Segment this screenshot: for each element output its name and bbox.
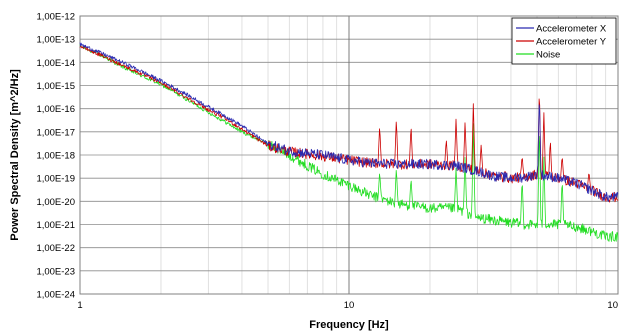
- y-tick-label: 1,00E-16: [36, 104, 75, 115]
- y-axis-tick-labels: 1,00E-12 1,00E-13 1,00E-14 1,00E-15 1,00E-16…: [36, 12, 75, 301]
- y-tick-label: 1,00E-12: [36, 12, 75, 23]
- x-tick-label: 10: [344, 300, 355, 311]
- legend: Accelerometer X Accelerometer Y Noise: [511, 17, 617, 65]
- series-line-accelerometer-x: [79, 42, 619, 202]
- y-tick-label: 1,00E-23: [36, 266, 75, 277]
- y-tick-label: 1,00E-14: [36, 58, 75, 69]
- y-tick-label: 1,00E-24: [36, 290, 75, 301]
- y-tick-label: 1,00E-19: [36, 174, 75, 185]
- y-tick-label: 1,00E-15: [36, 81, 75, 92]
- legend-label-x: Accelerometer X: [536, 24, 607, 35]
- series-line-noise: [79, 44, 619, 242]
- legend-item-noise: Noise: [516, 50, 560, 61]
- y-tick-label: 1,00E-21: [36, 220, 75, 231]
- y-tick-label: 1,00E-18: [36, 151, 75, 162]
- legend-item-x: Accelerometer X: [516, 24, 607, 35]
- x-axis-tick-labels: 1 10 10: [77, 300, 618, 311]
- y-tick-label: 1,00E-13: [36, 35, 75, 46]
- x-tick-label: 10: [607, 300, 618, 311]
- y-axis-title: Power Spectral Density [m^2/Hz]: [9, 69, 21, 241]
- x-tick-label: 1: [77, 300, 82, 311]
- y-tick-label: 1,00E-20: [36, 197, 75, 208]
- x-axis-title: Frequency [Hz]: [309, 319, 389, 331]
- legend-label-y: Accelerometer Y: [536, 37, 607, 48]
- y-tick-label: 1,00E-22: [36, 243, 75, 254]
- legend-item-y: Accelerometer Y: [516, 37, 607, 48]
- plot-area-frame: [79, 15, 619, 295]
- y-tick-label: 1,00E-17: [36, 127, 75, 138]
- legend-label-noise: Noise: [536, 50, 560, 61]
- series-layer: [79, 42, 619, 242]
